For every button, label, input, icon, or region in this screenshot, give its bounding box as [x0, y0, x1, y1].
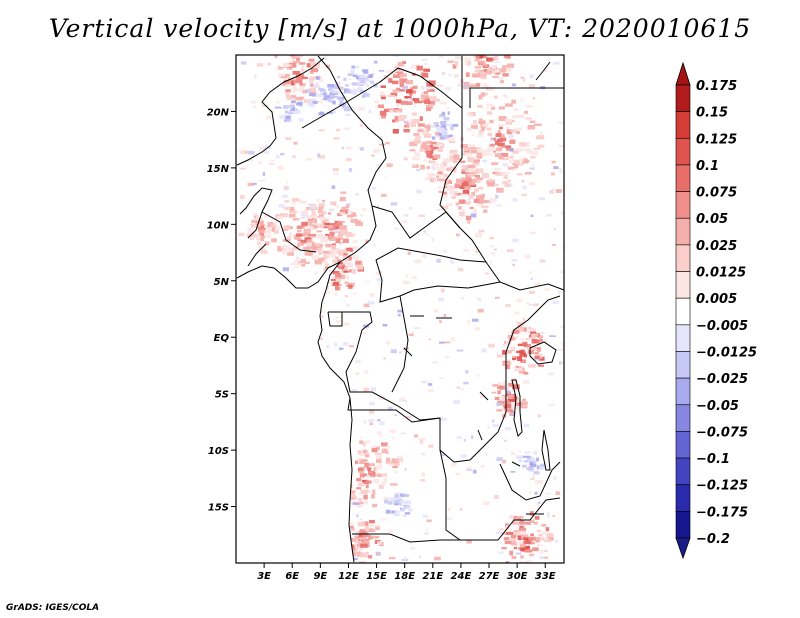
- colorbar-label: −0.075: [696, 425, 748, 440]
- colorbar-segment: [675, 111, 691, 139]
- lon-tick-label: 30E: [507, 571, 528, 582]
- colorbar-label: 0.075: [696, 186, 737, 201]
- border: [375, 259, 501, 303]
- colorbar-segment: [675, 84, 691, 112]
- lon-tick-label: 12E: [338, 571, 359, 582]
- border: [371, 205, 461, 239]
- lat-tick-label: 15N: [207, 164, 230, 175]
- country-borders: [236, 55, 565, 563]
- colorbar: 0.175 0.15 0.125 0.1 0.075 0.05 0.025 0.0125 0.0…: [675, 61, 757, 560]
- lon-tick-label: 15E: [366, 571, 387, 582]
- lat-tick-label: 5N: [214, 277, 230, 288]
- border: [317, 55, 387, 263]
- border: [352, 533, 460, 543]
- border: [239, 187, 273, 239]
- colorbar-label: −0.05: [696, 399, 739, 414]
- border: [261, 211, 317, 253]
- colorbar-segment: [675, 351, 691, 379]
- lon-tick-label: 18E: [394, 571, 415, 582]
- colorbar-segment: [675, 404, 691, 432]
- colorbar-segment: [675, 164, 691, 192]
- border: [247, 243, 267, 267]
- grads-credit: GrADS: IGES/COLA: [6, 603, 100, 613]
- lat-tick-label: EQ: [214, 333, 230, 344]
- border: [439, 56, 565, 291]
- lon-tick-label: 27E: [479, 571, 500, 582]
- colorbar-label: 0.025: [696, 239, 737, 254]
- colorbar-segment: [675, 137, 691, 166]
- colorbar-label: −0.1: [696, 452, 730, 467]
- lon-tick-label: 6E: [285, 571, 299, 582]
- coastline: [236, 261, 355, 563]
- colorbar-bottom-arrow: [675, 537, 691, 560]
- velocity-field: [237, 55, 564, 563]
- colorbar-label: 0.0125: [696, 266, 746, 281]
- lake-malawi: [541, 429, 551, 471]
- border: [301, 67, 463, 129]
- colorbar-segment: [675, 431, 691, 459]
- colorbar-segment: [675, 511, 691, 539]
- colorbar-label: −0.005: [696, 319, 748, 334]
- border: [327, 311, 343, 327]
- colorbar-segment: [675, 377, 691, 406]
- lon-tick-label: 9E: [313, 571, 327, 582]
- river-lines: [403, 315, 544, 515]
- colorbar-label: 0.005: [696, 292, 737, 307]
- border: [342, 295, 561, 463]
- border: [469, 87, 564, 108]
- map-title: Vertical velocity [m/s] at 1000hPa, VT: …: [48, 14, 752, 43]
- colorbar-label: 0.175: [696, 79, 737, 94]
- longitude-axis: 3E 6E 9E 12E 15E 18E 21E 24E 27E 30E 33E: [257, 563, 556, 582]
- border: [439, 449, 561, 541]
- coastline-north: [236, 137, 277, 166]
- lat-tick-label: 20N: [207, 107, 230, 118]
- colorbar-label: 0.125: [696, 132, 737, 147]
- lon-tick-label: 33E: [535, 571, 556, 582]
- colorbar-label: 0.15: [696, 106, 728, 121]
- colorbar-segment: [675, 191, 691, 219]
- colorbar-label: −0.2: [696, 532, 730, 547]
- colorbar-label: −0.025: [696, 372, 748, 387]
- latitude-axis: 20N 15N 10N 5N EQ 5S 10S 15S: [207, 107, 236, 514]
- lon-tick-label: 21E: [422, 571, 443, 582]
- border: [261, 57, 325, 139]
- lake-victoria: [529, 341, 557, 365]
- border: [347, 397, 441, 423]
- border: [499, 461, 561, 501]
- colorbar-label: 0.1: [696, 159, 719, 174]
- border: [391, 295, 409, 393]
- lat-tick-label: 10S: [208, 446, 229, 457]
- colorbar-segment: [675, 244, 691, 272]
- lat-tick-label: 10N: [207, 220, 230, 231]
- lat-tick-label: 5S: [215, 390, 229, 401]
- colorbar-top-arrow: [675, 61, 691, 86]
- lake-tanganyika: [511, 379, 523, 437]
- border: [375, 247, 487, 263]
- colorbar-label: −0.175: [696, 505, 748, 520]
- colorbar-segment: [675, 271, 691, 299]
- colorbar-segment: [675, 324, 691, 352]
- colorbar-label: 0.05: [696, 212, 728, 227]
- colorbar-segment: [675, 457, 691, 486]
- map-frame: [235, 54, 565, 564]
- colorbar-segment: [675, 484, 691, 512]
- colorbar-label: −0.125: [696, 479, 748, 494]
- lat-tick-label: 15S: [208, 503, 229, 514]
- lon-tick-label: 3E: [257, 571, 271, 582]
- lon-tick-label: 24E: [451, 571, 472, 582]
- colorbar-segment: [675, 297, 691, 326]
- colorbar-segment: [675, 217, 691, 246]
- colorbar-label: −0.0125: [696, 345, 757, 360]
- coast-red-sea: [535, 61, 551, 81]
